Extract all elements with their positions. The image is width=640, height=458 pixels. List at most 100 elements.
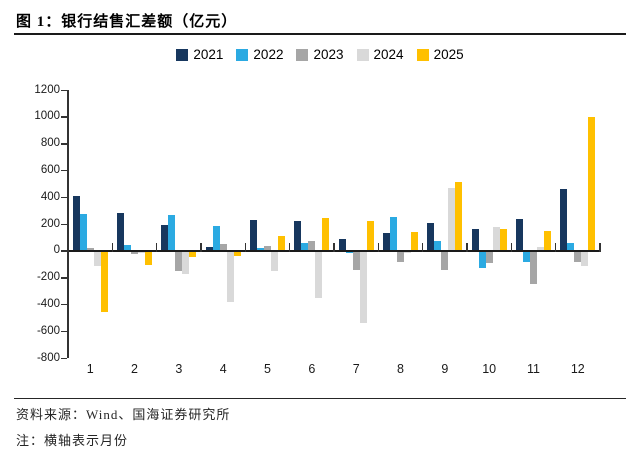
- legend-item-2021: 2021: [176, 47, 223, 62]
- bar-2022-m7: [345, 250, 353, 254]
- legend-swatch-2023: [296, 48, 309, 61]
- bar-2024-m9: [448, 187, 456, 251]
- bar-2021-m7: [338, 238, 346, 251]
- bar-2022-m5: [257, 248, 264, 251]
- y-axis-tick: [61, 223, 67, 225]
- bar-2021-m9: [427, 223, 435, 251]
- bar-2024-m11: [537, 246, 544, 251]
- bar-2022-m1: [79, 213, 87, 251]
- bar-2023-m11: [530, 250, 537, 285]
- legend-item-2023: 2023: [296, 47, 344, 62]
- month-boundary-tick: [377, 242, 380, 252]
- bar-2024-m6: [315, 250, 323, 298]
- legend-item-2025: 2025: [416, 47, 464, 62]
- legend-swatch-2024: [356, 48, 369, 61]
- bar-2023-m3: [175, 250, 183, 271]
- y-axis-tick: [61, 169, 67, 172]
- x-axis-label: 4: [219, 362, 227, 376]
- bar-chart: 1200 1000 800 600 400 200 0 -200 -400 -600 -800 1 2 3…: [34, 84, 601, 376]
- y-axis-label: 800: [40, 137, 60, 150]
- bar-2025-m6: [322, 217, 330, 251]
- bar-2025-m9: [455, 182, 463, 251]
- legend-swatch-2025: [416, 48, 429, 61]
- y-axis-tick: [61, 250, 67, 252]
- y-axis-label: -600: [36, 324, 60, 337]
- bar-2022-m10: [478, 250, 486, 269]
- month-boundary-tick: [554, 242, 557, 252]
- bar-2024-m10: [492, 227, 500, 251]
- x-axis-label: 2: [131, 362, 138, 376]
- bar-2021-m1: [72, 195, 80, 251]
- bar-2022-m12: [567, 242, 575, 251]
- bar-2023-m6: [308, 240, 316, 251]
- x-axis-label: 8: [397, 362, 404, 376]
- bar-2024-m8: [404, 250, 411, 253]
- y-axis-label: 1200: [34, 83, 60, 96]
- x-axis-label: 12: [570, 362, 585, 376]
- x-axis-label: 3: [175, 362, 183, 376]
- month-boundary-tick: [111, 242, 114, 252]
- month-boundary-tick: [466, 242, 468, 252]
- bar-2021-m5: [250, 219, 257, 251]
- y-axis-label: 0: [53, 244, 60, 257]
- month-boundary-tick: [333, 242, 335, 252]
- y-axis-label: -800: [36, 351, 60, 364]
- legend-item-2024: 2024: [356, 47, 404, 62]
- x-axis-label: 11: [527, 362, 540, 376]
- legend-label: 2022: [253, 47, 284, 62]
- axis-note: 注：横轴表示月份: [16, 433, 129, 448]
- bar-2023-m8: [397, 250, 404, 263]
- figure-title: 图 1：银行结售汇差额（亿元）: [16, 14, 238, 30]
- bar-2023-m12: [574, 250, 582, 262]
- bar-2025-m8: [411, 232, 418, 251]
- bar-2024-m3: [182, 250, 190, 275]
- title-divider: [14, 33, 626, 35]
- bar-2022-m4: [212, 226, 220, 251]
- y-axis-label: -200: [36, 271, 60, 284]
- month-boundary-tick: [599, 242, 601, 252]
- bar-2022-m6: [301, 243, 309, 251]
- month-boundary-tick: [288, 242, 291, 252]
- y-axis-tick: [61, 89, 67, 91]
- x-axis-label: 5: [264, 362, 271, 376]
- source-note: 资料来源：Wind、国海证券研究所: [16, 407, 231, 422]
- y-axis-line: [67, 90, 69, 358]
- bar-2025-m4: [233, 250, 241, 257]
- legend-swatch-2021: [176, 48, 189, 61]
- x-axis-label: 6: [308, 362, 316, 376]
- legend-label: 2023: [313, 47, 344, 62]
- footer-divider: [14, 398, 626, 399]
- bar-2021-m10: [471, 229, 479, 251]
- bar-2025-m5: [278, 236, 285, 251]
- month-boundary-tick: [200, 242, 202, 252]
- bar-2021-m3: [161, 224, 169, 251]
- legend-item-2022: 2022: [236, 47, 283, 62]
- bar-2023-m9: [441, 250, 449, 270]
- bar-2025-m3: [189, 250, 197, 257]
- bar-2025-m7: [366, 221, 374, 251]
- y-axis-tick: [61, 116, 67, 118]
- month-boundary-tick: [67, 242, 69, 252]
- y-axis-label: 200: [40, 217, 60, 230]
- month-boundary-tick: [244, 242, 247, 252]
- bar-2023-m1: [86, 248, 94, 251]
- bar-2023-m4: [219, 244, 227, 251]
- bar-2024-m7: [359, 250, 367, 324]
- bar-2021-m11: [516, 218, 523, 251]
- x-axis-label: 9: [441, 362, 449, 376]
- bar-2024-m5: [271, 250, 278, 271]
- bar-2021-m4: [205, 246, 213, 251]
- bar-2021-m8: [383, 232, 390, 251]
- month-boundary-tick: [155, 242, 158, 252]
- chart-legend: 2021 2022 2023 2024 2025: [0, 47, 640, 62]
- y-axis-label: -400: [36, 297, 60, 310]
- legend-label: 2025: [433, 47, 464, 62]
- bar-2023-m7: [352, 250, 360, 270]
- bar-2023-m2: [131, 250, 138, 255]
- bar-2025-m1: [100, 250, 108, 312]
- x-axis-label: 10: [482, 362, 497, 376]
- y-axis-tick: [61, 357, 67, 359]
- legend-swatch-2022: [236, 48, 249, 61]
- bar-2025-m12: [588, 116, 596, 251]
